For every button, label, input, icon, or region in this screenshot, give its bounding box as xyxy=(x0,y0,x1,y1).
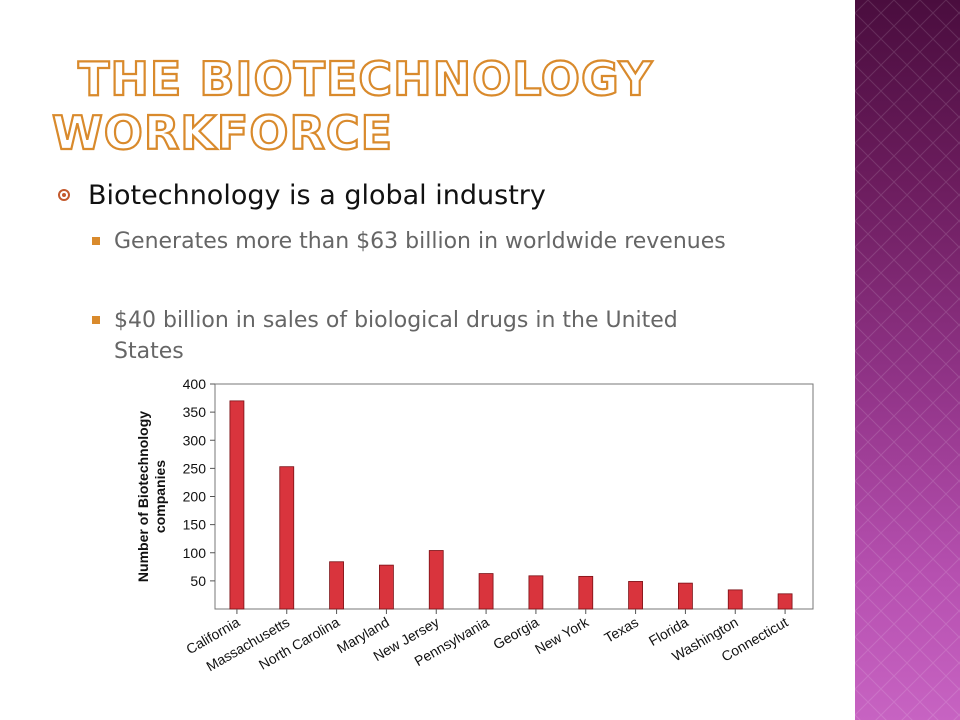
bar-chart: 50 100 150 200 250 300 350 400 Number of Biotech… xyxy=(120,360,830,700)
plot-frame xyxy=(214,383,814,610)
y-tick-label: 50 xyxy=(190,573,206,589)
sub-bullet: $40 billion in sales of biological drugs… xyxy=(92,305,752,367)
y-axis-label: Number of Biotechnologycompanies xyxy=(135,411,168,582)
bar xyxy=(478,573,494,610)
bar-chart-svg: 50 100 150 200 250 300 350 400 Number of Biotech… xyxy=(135,376,814,675)
sub-bullet: Generates more than $63 billion in world… xyxy=(92,226,752,257)
title-line-2: Workforce xyxy=(51,105,394,161)
sub-bullet-text: $40 billion in sales of biological drugs… xyxy=(114,308,678,364)
decorative-side-panel xyxy=(855,0,960,720)
y-tick-label: 400 xyxy=(183,376,207,392)
main-bullet: Biotechnology is a global industry xyxy=(58,180,546,211)
sub-bullet-text: Generates more than $63 billion in world… xyxy=(114,229,726,254)
bar xyxy=(628,581,643,610)
slide-title: The Biotechnology Workforce xyxy=(51,51,672,161)
bar xyxy=(379,564,394,610)
circle-bullet-icon xyxy=(58,189,70,201)
y-tick-label: 150 xyxy=(183,517,207,533)
bar xyxy=(678,582,693,610)
bar xyxy=(578,575,594,610)
bar xyxy=(229,400,245,610)
bar xyxy=(727,589,743,610)
y-tick-label: 350 xyxy=(183,404,207,420)
y-tick-label: 300 xyxy=(183,432,207,448)
x-tick-label: Texas xyxy=(601,614,641,646)
bar xyxy=(528,575,544,610)
bar xyxy=(329,561,344,610)
title-line-1: The Biotechnology xyxy=(77,51,654,107)
x-tick-label: Massachusetts xyxy=(203,614,292,675)
bar xyxy=(777,593,793,610)
y-tick-label: 200 xyxy=(183,489,207,505)
x-tick-label: New York xyxy=(532,613,592,657)
square-bullet-icon xyxy=(92,316,100,324)
y-tick-label: 250 xyxy=(183,460,207,476)
main-bullet-text: Biotechnology is a global industry xyxy=(88,180,546,211)
square-bullet-icon xyxy=(92,237,100,245)
diamond-pattern xyxy=(855,0,960,720)
bar xyxy=(428,550,444,610)
y-tick-label: 100 xyxy=(183,545,207,561)
bar xyxy=(279,466,295,610)
